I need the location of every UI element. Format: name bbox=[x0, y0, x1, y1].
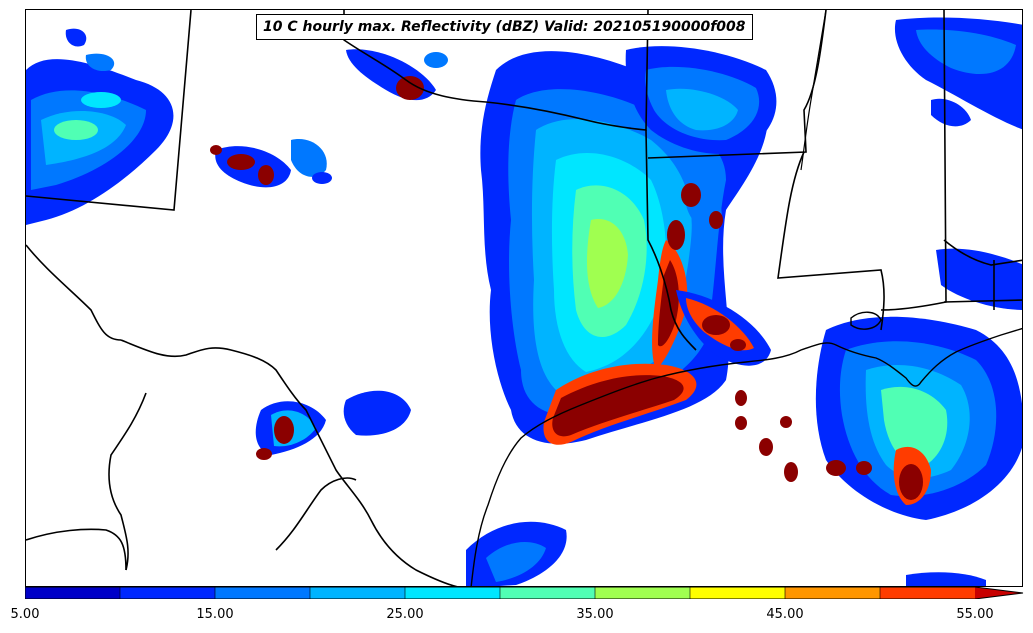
map-title: 10 C hourly max. Reflectivity (dBZ) Vali… bbox=[256, 14, 753, 40]
colorbar-segment bbox=[310, 587, 406, 599]
colorbar-segment bbox=[215, 587, 311, 599]
colorbar-segment bbox=[120, 587, 216, 599]
reflectivity-colorbar bbox=[25, 587, 1024, 599]
colorbar-tick-label: 5.00 bbox=[10, 607, 40, 622]
reflectivity-echo-mississippi-north bbox=[625, 46, 777, 154]
colorbar-tick-label: 45.00 bbox=[766, 607, 804, 622]
reflectivity-echo-central-texas-cells bbox=[210, 139, 332, 188]
colorbar-segment bbox=[500, 587, 596, 599]
colorbar-segment bbox=[595, 587, 691, 599]
colorbar-segment bbox=[785, 587, 881, 599]
state-boundaries bbox=[26, 10, 1022, 351]
reflectivity-echo-south-texas bbox=[255, 390, 986, 586]
reflectivity-map bbox=[26, 10, 1022, 586]
reflectivity-echo-louisiana-coast bbox=[676, 290, 771, 366]
mississippi-river bbox=[800, 10, 827, 171]
map-plot-area bbox=[25, 9, 1023, 587]
mexico-border bbox=[26, 339, 458, 586]
colorbar-extend-arrow bbox=[975, 587, 1023, 599]
colorbar-tick-label: 25.00 bbox=[386, 607, 424, 622]
reflectivity-echo-nw-oklahoma bbox=[26, 28, 174, 226]
colorbar-tick-label: 55.00 bbox=[956, 607, 994, 622]
reflectivity-echo-oklahoma-north bbox=[346, 49, 448, 101]
reflectivity-echo-northeast bbox=[894, 17, 1022, 310]
colorbar-segment bbox=[690, 587, 786, 599]
colorbar-outline bbox=[25, 587, 1024, 599]
reflectivity-echo-gulf-southeast bbox=[735, 316, 1022, 520]
colorbar-tick-label: 15.00 bbox=[196, 607, 234, 622]
colorbar-segment bbox=[405, 587, 501, 599]
colorbar-tick-label: 35.00 bbox=[576, 607, 614, 622]
gulf-coastline bbox=[470, 311, 1022, 586]
colorbar-segment bbox=[25, 587, 121, 599]
colorbar-segment bbox=[880, 587, 976, 599]
